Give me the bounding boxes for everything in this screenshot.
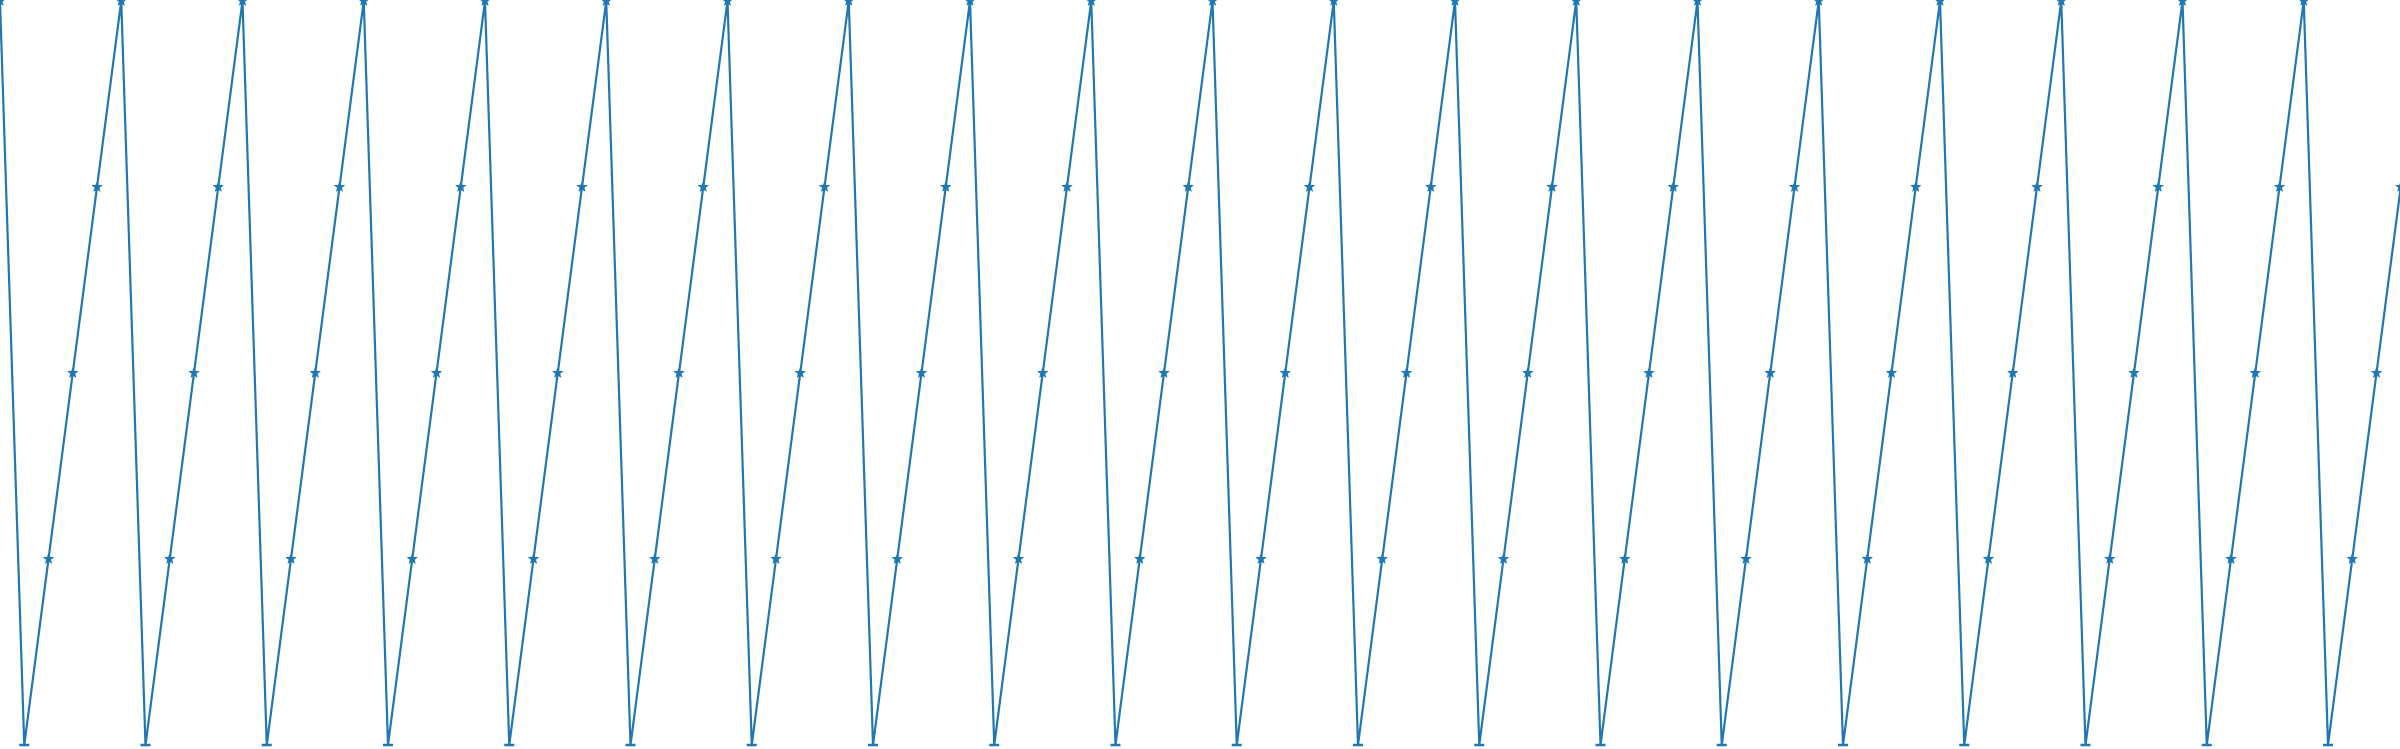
data-point-marker	[1813, 0, 1824, 7]
data-point-marker	[1764, 366, 1777, 379]
data-point-marker	[116, 0, 127, 7]
data-point-marker	[480, 0, 490, 7]
data-point-marker	[2103, 552, 2116, 565]
data-point-marker	[1255, 552, 1267, 565]
data-point-marker	[1740, 552, 1752, 565]
data-point-marker	[1521, 366, 1534, 379]
data-point-marker	[527, 552, 540, 565]
data-point-marker	[1546, 180, 1558, 193]
data-point-marker	[1133, 552, 1146, 565]
data-point-marker	[1012, 552, 1025, 565]
data-point-marker	[1861, 552, 1874, 565]
data-point-marker	[1376, 552, 1389, 565]
data-point-marker	[1328, 0, 1339, 7]
data-point-marker	[915, 366, 928, 379]
data-point-marker	[2006, 366, 2019, 379]
data-point-marker	[212, 180, 225, 193]
data-point-marker	[2056, 0, 2067, 7]
data-point-marker	[2249, 366, 2262, 379]
data-point-marker	[309, 366, 322, 379]
data-point-marker	[163, 552, 176, 565]
data-point-marker	[1400, 366, 1413, 379]
data-point-marker	[1982, 552, 1995, 565]
data-point-marker	[2031, 180, 2043, 193]
data-point-marker	[1909, 180, 1922, 193]
data-point-marker	[1643, 366, 1655, 379]
data-point-marker	[2346, 552, 2359, 565]
data-point-marker	[333, 180, 346, 193]
data-point-marker	[1036, 366, 1049, 379]
data-point-marker	[576, 180, 588, 193]
data-point-marker	[237, 0, 248, 7]
data-point-marker	[0, 0, 5, 7]
data-point-marker	[551, 366, 564, 379]
data-point-marker	[2394, 182, 2400, 193]
data-point-marker	[891, 552, 904, 565]
data-point-marker	[2273, 180, 2286, 193]
data-point-marker	[1497, 552, 1510, 565]
data-point-marker	[648, 552, 661, 565]
data-point-marker	[1086, 0, 1097, 7]
data-point-marker	[2152, 180, 2165, 193]
data-point-marker	[843, 0, 854, 7]
data-point-marker	[2177, 0, 2188, 7]
data-point-marker	[1667, 180, 1680, 193]
data-point-marker	[188, 366, 200, 379]
data-point-marker	[1885, 366, 1898, 379]
data-point-marker	[406, 552, 419, 565]
data-point-marker	[1207, 0, 1218, 7]
data-point-marker	[2128, 366, 2140, 379]
data-point-marker	[430, 366, 443, 379]
data-point-marker	[2370, 366, 2383, 379]
data-point-marker	[1158, 366, 1170, 379]
data-point-marker	[939, 180, 952, 193]
data-point-marker	[1450, 0, 1460, 7]
data-point-marker	[2298, 0, 2309, 7]
data-point-marker	[454, 180, 467, 193]
data-point-marker	[285, 552, 297, 565]
data-point-marker	[1303, 180, 1316, 193]
data-point-marker	[1061, 180, 1073, 193]
data-point-marker	[601, 0, 612, 7]
data-point-marker	[358, 0, 369, 7]
data-point-marker	[818, 180, 831, 193]
data-point-marker	[770, 552, 782, 565]
data-point-marker	[794, 366, 807, 379]
data-point-marker	[673, 366, 685, 379]
data-point-marker	[42, 552, 55, 565]
data-point-marker	[1424, 180, 1437, 193]
data-point-marker	[1279, 366, 1292, 379]
data-point-marker	[91, 180, 103, 193]
data-point-marker	[1571, 0, 1582, 7]
data-point-marker	[697, 180, 710, 193]
data-point-marker	[1618, 552, 1631, 565]
data-point-marker	[1788, 180, 1801, 193]
data-point-marker	[1182, 180, 1195, 193]
data-point-marker	[66, 366, 79, 379]
data-point-marker	[965, 0, 975, 7]
data-point-marker	[1935, 0, 1945, 7]
data-point-marker	[1692, 0, 1703, 7]
data-point-marker	[2225, 552, 2237, 565]
data-point-marker	[722, 0, 733, 7]
